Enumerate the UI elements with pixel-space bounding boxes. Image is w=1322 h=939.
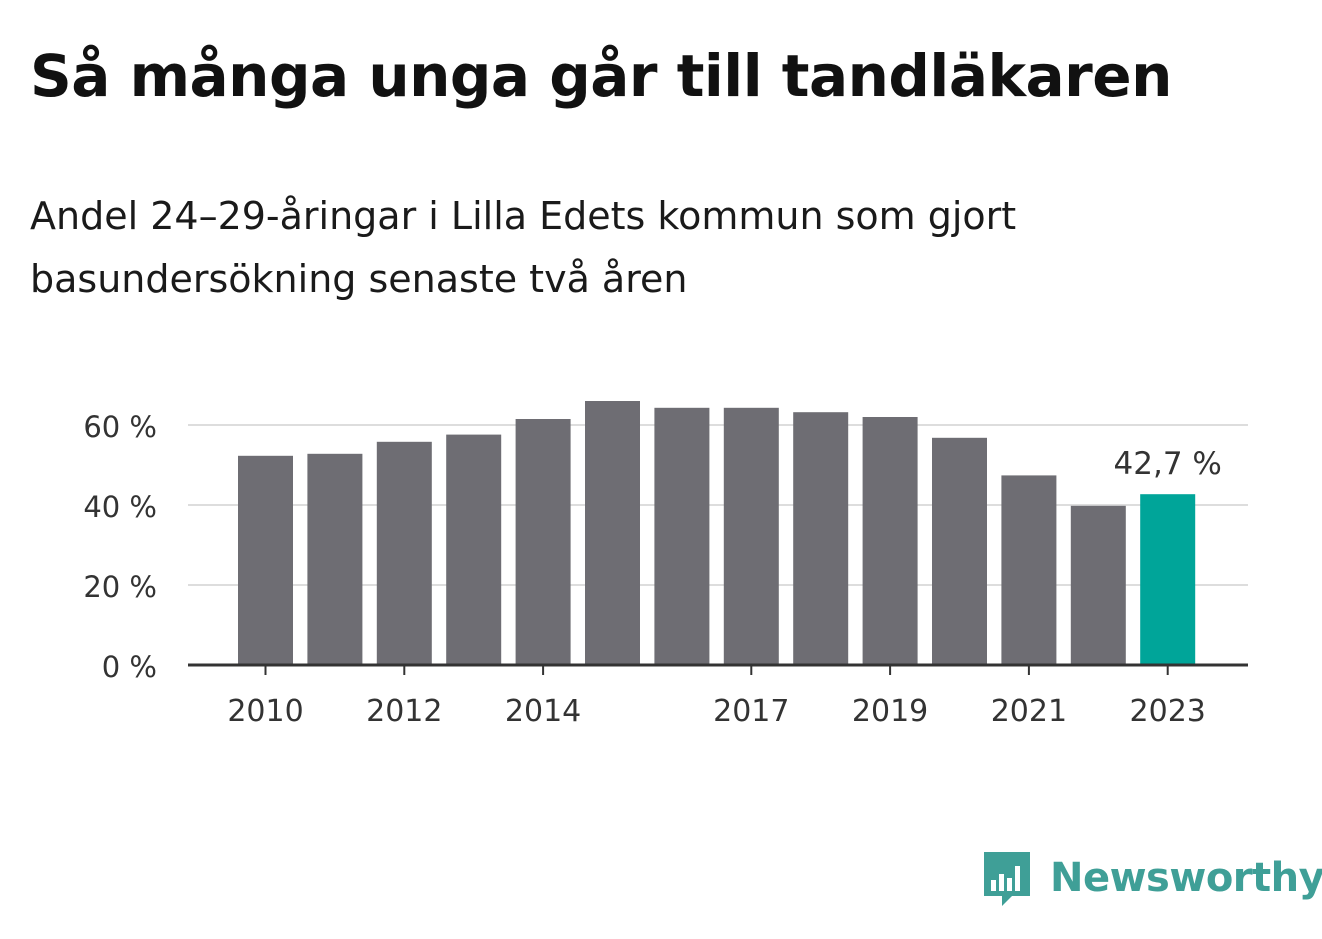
bar-2021 — [1001, 475, 1057, 665]
bar-chart-speech-bubble-icon — [984, 852, 1030, 906]
bar-2016 — [654, 407, 710, 665]
x-tick-label: 2019 — [852, 694, 928, 729]
bar-2019 — [862, 417, 918, 665]
y-tick-label: 20 % — [83, 570, 157, 604]
bar-2018 — [793, 412, 849, 665]
bar-2020 — [932, 437, 987, 665]
bar-2023 — [1140, 494, 1196, 665]
axes: 0 % 20 % 40 % 60 % 2010 2012 2014 2017 2019 2021 2… — [83, 410, 1248, 729]
bar-2011 — [307, 453, 363, 665]
bar-chart: 42,7 % 0 % 20 % 40 % 60 % 2010 2012 2014 2017 20… — [83, 401, 1248, 729]
bar-2015 — [585, 401, 640, 665]
y-tick-label: 40 % — [83, 490, 157, 524]
x-tick-label: 2010 — [227, 694, 303, 729]
y-tick-label: 60 % — [83, 410, 157, 444]
bar-2012 — [376, 441, 432, 665]
chart-title: Så många unga går till tandläkaren — [30, 42, 1172, 110]
x-tick-label: 2023 — [1130, 694, 1206, 729]
x-tick-label: 2012 — [366, 694, 442, 729]
brand-name: Newsworthy — [1050, 855, 1322, 901]
y-tick-label: 0 % — [102, 650, 157, 684]
bar-2010 — [238, 455, 293, 665]
bar-value-label: 42,7 % — [1114, 446, 1222, 482]
bars: 42,7 % — [238, 401, 1222, 665]
x-tick-label: 2017 — [713, 694, 789, 729]
bar-2017 — [723, 407, 779, 665]
x-tick-label: 2021 — [991, 694, 1067, 729]
x-tick-label: 2014 — [505, 694, 581, 729]
chart-subtitle: Andel 24–29-åringar i Lilla Edets kommun… — [30, 194, 1017, 301]
newsworthy-logo[interactable]: Newsworthy — [980, 846, 1322, 910]
bar-2013 — [446, 434, 502, 665]
bar-2014 — [515, 419, 571, 665]
bar-2022 — [1070, 505, 1126, 665]
